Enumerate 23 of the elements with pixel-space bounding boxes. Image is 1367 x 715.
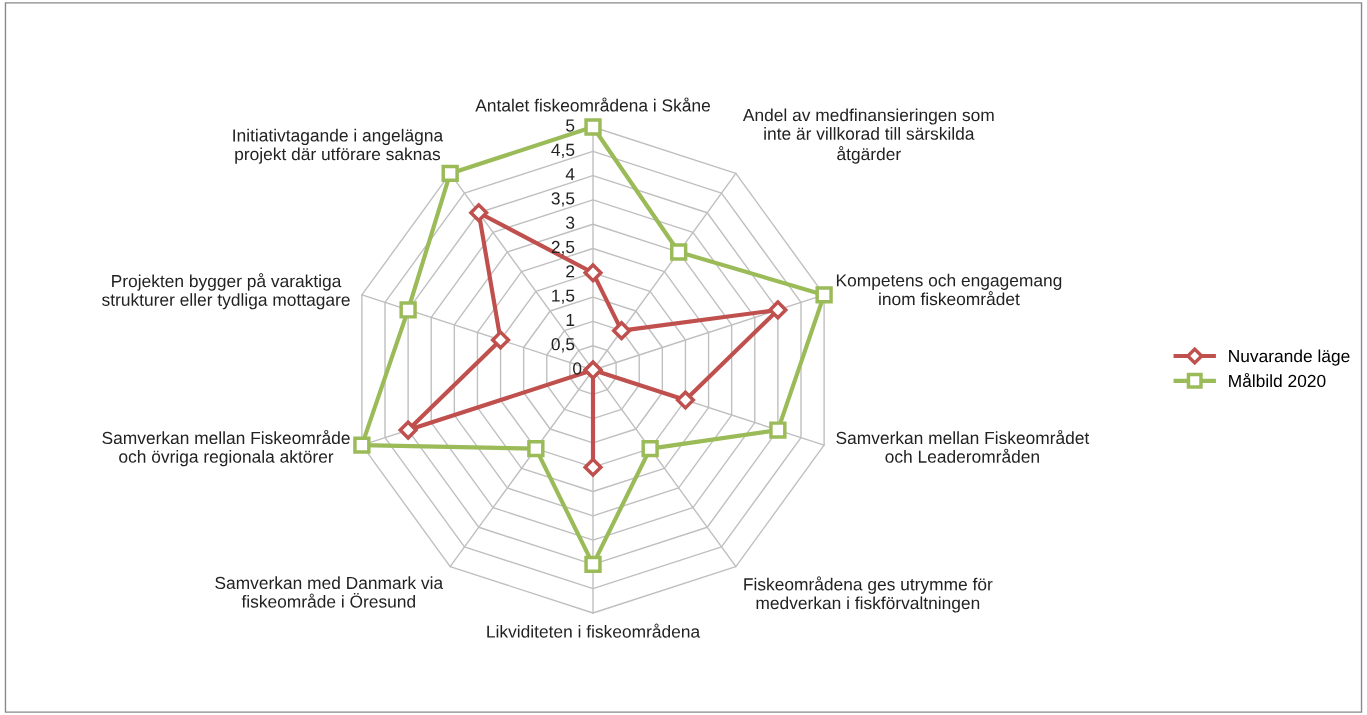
y-tick-label: 2	[566, 265, 575, 278]
y-tick-label: 0,5	[551, 338, 575, 353]
spoke-label: Projekten bygger på varaktiga strukturer eller tydliga mottagare	[102, 273, 350, 310]
legend-label: Nuvarande läge	[1229, 349, 1350, 366]
spoke-label: Samverkan med Danmark via fiskeområde i Öresund	[215, 576, 444, 608]
y-tick-label: 4	[565, 168, 575, 181]
y-tick-label: 0	[573, 362, 582, 375]
y-tick-label: 3	[566, 216, 575, 229]
spoke-label: Samverkan mellan Fiskeområde och övriga regionala aktörer	[102, 429, 350, 467]
y-tick-label: 1	[566, 313, 575, 326]
legend-label: Målbild 2020	[1229, 372, 1326, 388]
y-tick-label: 5	[566, 119, 575, 132]
y-tick-label: 4,5	[551, 143, 575, 159]
spoke-label: Likviditeten i fiskeområdena	[487, 623, 701, 638]
y-tick-label: 3,5	[551, 192, 575, 207]
y-tick-label: 1,5	[552, 289, 575, 304]
spoke-label: Samverkan mellan Fiskeområdet och Leaderområden	[836, 429, 1090, 463]
spoke-label: Fiskeområdena ges utrymme för medverkan i fiskförvaltningen	[744, 576, 993, 613]
spoke-label: Kompetens och engagemang inom fiskeområdet	[836, 273, 1062, 306]
spoke-label: Andel av medfinansieringen som inte är villkorad till särskilda åtgärder	[742, 108, 994, 164]
spoke-label: Antalet fiskeområdena i Skåne	[475, 97, 710, 112]
y-tick-label: 2,5	[551, 240, 575, 256]
spoke-label: Initiativtagande i angelägna projekt där utförare saknas	[233, 128, 444, 164]
